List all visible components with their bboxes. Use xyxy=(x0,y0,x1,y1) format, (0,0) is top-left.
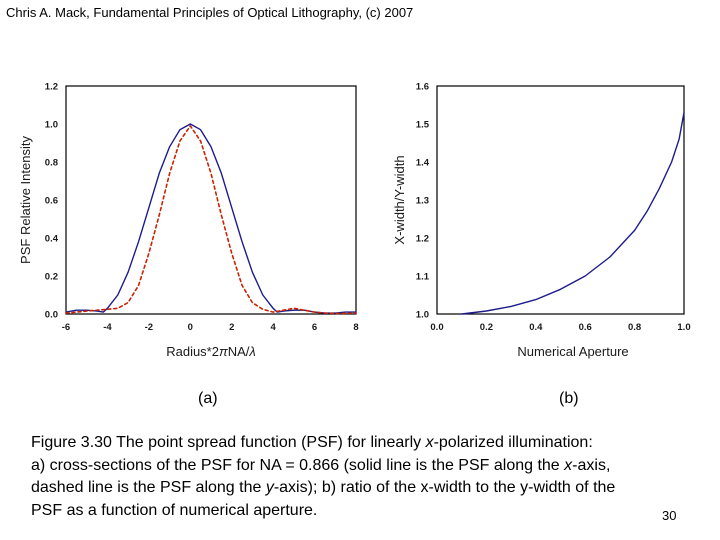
chart-b-y-tick-label: 1.2 xyxy=(416,234,429,245)
chart-b-x-tick-label: 0.0 xyxy=(430,322,443,333)
caption-line-4: PSF as a function of numerical aperture. xyxy=(31,501,318,519)
chart-a-y-axis-label: PSF Relative Intensity xyxy=(18,136,33,264)
chart-b-x-tick-label: 0.4 xyxy=(529,322,543,333)
chart-b-x-tick-label: 0.6 xyxy=(579,322,592,333)
chart-b-y-axis-label: X-width/Y-width xyxy=(392,155,407,244)
chart-a-y-ticks: 0.0 0.2 0.4 0.6 0.8 1.0 1.2 xyxy=(45,82,59,321)
caption-italic: x xyxy=(564,456,573,474)
chart-a-series-solid-line xyxy=(65,123,357,314)
chart-a-x-tick-label: 6 xyxy=(312,322,317,333)
caption-text: -axis, xyxy=(572,456,611,474)
chart-a-x-tick-label: -2 xyxy=(145,322,153,333)
chart-b-plot-area xyxy=(436,85,685,315)
chart-b-y-tick-label: 1.1 xyxy=(416,272,430,283)
chart-a-x-ticks: -6 -4 -2 0 2 4 6 8 xyxy=(62,322,359,333)
caption-text: Figure 3.30 The point spread function (P… xyxy=(31,434,426,451)
chart-a-x-axis-label: Radius*2πNA/λ xyxy=(166,344,256,359)
chart-a-y-tick-label: 1.0 xyxy=(45,120,58,131)
chart-b-y-tick-label: 1.5 xyxy=(416,120,430,131)
chart-b: 0.0 0.2 0.4 0.6 0.8 1.0 1.0 1.1 1.2 1.3 1.4 1.5 1.6… xyxy=(392,82,691,360)
subfigure-label-a: (a) xyxy=(198,390,218,407)
chart-a-y-tick-label: 1.2 xyxy=(45,82,58,93)
chart-b-series-group xyxy=(461,111,685,315)
chart-b-y-ticks: 1.0 1.1 1.2 1.3 1.4 1.5 1.6 xyxy=(416,82,430,321)
chart-a: -6 -4 -2 0 2 4 6 8 0.0 0.2 0.4 0.6 0.8 1.0 1.2 PSF Re… xyxy=(18,82,359,360)
chart-a-x-tick-label: -4 xyxy=(103,322,112,333)
chart-b-y-tick-label: 1.6 xyxy=(416,82,429,93)
chart-a-y-tick-label: 0.4 xyxy=(45,234,59,245)
caption-line-2: a) cross-sections of the PSF for NA = 0.… xyxy=(31,455,691,478)
chart-a-x-label-pi: π xyxy=(219,344,228,359)
chart-a-plot-area xyxy=(65,85,357,315)
chart-a-x-label-part1: Radius*2 xyxy=(166,344,219,359)
chart-a-x-tick-label: -6 xyxy=(62,322,70,333)
caption-text: a) cross-sections of the PSF for NA = 0.… xyxy=(31,456,565,474)
subfigure-label-b: (b) xyxy=(559,390,579,407)
figure-caption: Figure 3.30 The point spread function (P… xyxy=(31,432,691,522)
caption-line-1: Figure 3.30 The point spread function (P… xyxy=(31,432,691,455)
chart-a-series-group xyxy=(65,123,357,315)
chart-b-y-tick-label: 1.3 xyxy=(416,196,429,207)
chart-a-y-tick-label: 0.6 xyxy=(45,196,58,207)
chart-a-y-tick-label: 0.2 xyxy=(45,272,58,283)
figure-charts: -6 -4 -2 0 2 4 6 8 0.0 0.2 0.4 0.6 0.8 1.0 1.2 PSF Re… xyxy=(18,82,691,360)
caption-text: -polarized illumination: xyxy=(433,434,593,451)
chart-b-x-tick-label: 0.8 xyxy=(628,322,641,333)
caption-text: dashed line is the PSF along the xyxy=(31,479,266,496)
caption-italic: x xyxy=(425,434,434,451)
chart-b-x-axis-label: Numerical Aperture xyxy=(517,344,628,359)
chart-a-x-tick-label: 4 xyxy=(270,322,276,333)
chart-a-y-tick-label: 0.8 xyxy=(45,158,58,169)
chart-a-y-tick-label: 0.0 xyxy=(45,310,58,321)
caption-text: -axis); b) ratio of the x-width to the y… xyxy=(273,479,616,496)
chart-b-x-ticks: 0.0 0.2 0.4 0.6 0.8 1.0 xyxy=(430,322,690,333)
chart-b-series-solid-line xyxy=(461,111,685,315)
chart-b-x-tick-label: 0.2 xyxy=(480,322,493,333)
chart-a-x-label-part2: NA/ xyxy=(228,344,250,359)
credit-line: Chris A. Mack, Fundamental Principles of… xyxy=(6,5,414,20)
chart-a-x-label-lambda: λ xyxy=(248,344,255,359)
caption-italic: y xyxy=(265,479,274,496)
chart-a-x-tick-label: 2 xyxy=(229,322,234,333)
chart-a-series-dashed-line xyxy=(65,125,357,315)
caption-line-3: dashed line is the PSF along the y-axis)… xyxy=(31,477,691,500)
chart-a-x-tick-label: 0 xyxy=(188,322,193,333)
chart-b-y-tick-label: 1.4 xyxy=(416,158,430,169)
chart-b-x-tick-label: 1.0 xyxy=(677,322,690,333)
chart-a-x-tick-label: 8 xyxy=(353,322,358,333)
chart-b-y-tick-label: 1.0 xyxy=(416,310,429,321)
page-number: 30 xyxy=(662,508,677,523)
